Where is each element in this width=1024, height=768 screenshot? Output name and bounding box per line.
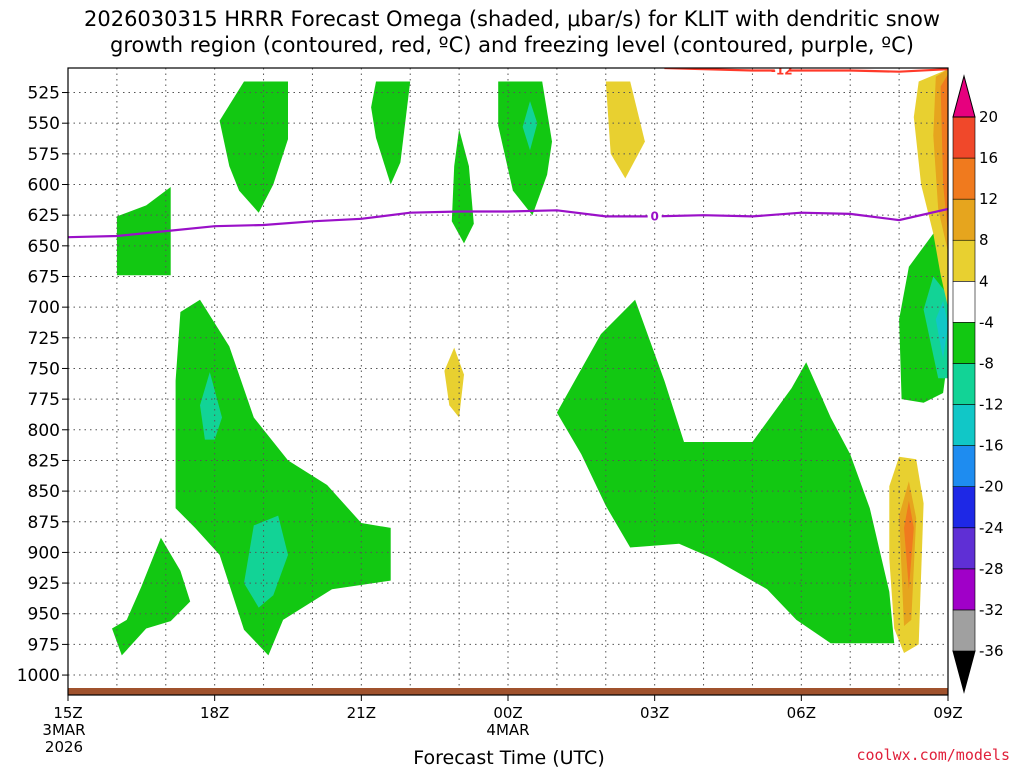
y-tick-label-675: 675	[28, 267, 60, 287]
omega-region-7	[556, 299, 895, 644]
colorbar-bin-8	[952, 281, 976, 323]
colorbar-arrow-low	[952, 650, 976, 694]
colorbar-bin-3	[952, 486, 976, 529]
omega-region-10	[935, 301, 948, 359]
omega-region-5	[175, 299, 391, 656]
omega-region-14	[444, 347, 464, 418]
colorbar-label-9: 4	[979, 272, 989, 290]
colorbar-label-3: -24	[979, 519, 1004, 537]
colorbar-label-5: -16	[979, 437, 1004, 455]
y-tick-label-1000: 1000	[17, 666, 60, 686]
pressure-axis: 525 550 575 600 625 650 675 700 725 750 775 800 825 8…	[17, 84, 68, 686]
colorbar-arrow-high	[952, 74, 976, 118]
colorbar-bin-9	[952, 239, 976, 282]
omega-region-2	[498, 81, 552, 216]
colorbar-bin-10	[952, 198, 976, 241]
chart-title-line2: growth region (contoured, red, ºC) and f…	[110, 33, 914, 57]
omega-region-11	[200, 372, 222, 440]
x-tick-sublabel2-0: 2026	[45, 738, 83, 756]
colorbar-bin-12	[952, 116, 976, 159]
colorbar-bin-6	[952, 363, 976, 405]
omega-region-18	[904, 500, 914, 590]
y-tick-label-575: 575	[28, 145, 60, 165]
colorbar-bin-2	[952, 527, 976, 570]
y-tick-label-850: 850	[28, 482, 60, 502]
colorbar-label-12: 16	[979, 149, 998, 167]
colorbar-label-2: -28	[979, 560, 1004, 578]
omega-region-12	[244, 515, 288, 608]
colorbar-label-4: -20	[979, 478, 1004, 496]
omega-region-1	[371, 81, 411, 185]
y-tick-label-825: 825	[28, 451, 60, 471]
omega-region-21	[940, 74, 948, 234]
surface-terrain-bar	[68, 688, 948, 695]
x-tick-label-0: 15Z	[53, 704, 82, 722]
omega-region-13	[522, 101, 538, 151]
omega-region-15	[605, 81, 645, 179]
y-tick-label-950: 950	[28, 605, 60, 625]
x-tick-label-3: 00Z	[493, 704, 522, 722]
colorbar-bin-7	[952, 322, 976, 364]
colorbar-label-8: -4	[979, 313, 994, 331]
omega-colorbar: -36 -32 -28 -24 -20 -16 -12 -8 -4 4 8 12 16 20	[952, 74, 1004, 694]
omega-region-4	[116, 187, 171, 276]
x-tick-label-1: 18Z	[200, 704, 229, 722]
contour-lines: 0 -12	[68, 63, 948, 239]
y-tick-label-525: 525	[28, 84, 60, 104]
colorbar-bin-0	[952, 609, 976, 652]
x-tick-label-2: 21Z	[347, 704, 376, 722]
y-tick-label-650: 650	[28, 237, 60, 257]
credit-text[interactable]: coolwx.com/models	[856, 746, 1010, 764]
y-tick-label-800: 800	[28, 421, 60, 441]
colorbar-label-11: 12	[979, 190, 998, 208]
y-tick-label-925: 925	[28, 574, 60, 594]
grid-lines	[68, 68, 948, 691]
colorbar-bin-11	[952, 157, 976, 200]
x-tick-sublabel-3: 4MAR	[486, 721, 529, 739]
colorbar-label-7: -8	[979, 354, 994, 372]
dgz-contour-label: -12	[771, 63, 793, 77]
chart-title-line1: 2026030315 HRRR Forecast Omega (shaded, …	[84, 7, 940, 31]
y-tick-label-975: 975	[28, 635, 60, 655]
x-tick-label-6: 09Z	[933, 704, 962, 722]
colorbar-label-0: -36	[979, 642, 1004, 660]
y-tick-label-600: 600	[28, 176, 60, 196]
omega-region-9	[923, 276, 948, 379]
omega-region-6	[112, 537, 191, 656]
y-tick-label-775: 775	[28, 390, 60, 410]
omega-region-0	[219, 81, 288, 213]
y-tick-label-625: 625	[28, 206, 60, 226]
colorbar-label-13: 20	[979, 108, 998, 126]
y-tick-label-725: 725	[28, 329, 60, 349]
omega-region-3	[451, 129, 474, 244]
x-axis-title: Forecast Time (UTC)	[413, 747, 604, 768]
freezing-level-contour	[68, 207, 948, 239]
y-tick-label-550: 550	[28, 114, 60, 134]
colorbar-label-6: -12	[979, 396, 1004, 414]
freezing-level-contour-label: 0	[650, 209, 658, 223]
x-tick-sublabel-0: 3MAR	[42, 721, 85, 739]
y-tick-label-700: 700	[28, 298, 60, 318]
colorbar-label-10: 8	[979, 231, 989, 249]
y-tick-label-875: 875	[28, 513, 60, 533]
colorbar-bin-5	[952, 404, 976, 446]
y-tick-label-750: 750	[28, 359, 60, 379]
colorbar-label-1: -32	[979, 601, 1004, 619]
omega-shading	[112, 69, 948, 656]
dgz-contour	[664, 68, 948, 73]
colorbar-bin-4	[952, 445, 976, 487]
colorbar-bin-1	[952, 568, 976, 611]
x-tick-label-5: 06Z	[787, 704, 816, 722]
x-tick-label-4: 03Z	[640, 704, 669, 722]
y-tick-label-900: 900	[28, 543, 60, 563]
